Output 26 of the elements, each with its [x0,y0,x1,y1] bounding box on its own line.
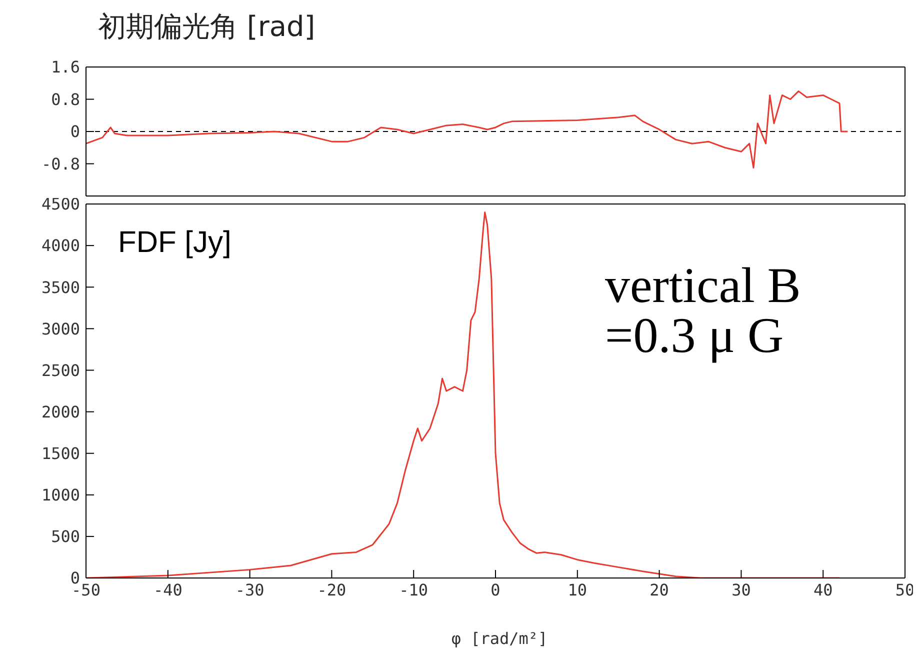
x-tick-label: -10 [399,580,428,600]
y-tick-label: 2000 [41,402,80,422]
y-tick-label: -0.8 [41,154,80,174]
x-tick-label: -20 [317,580,346,600]
x-tick-label: 40 [813,580,833,600]
y-tick-label: 3500 [41,278,80,297]
y-tick-label: 4500 [41,194,80,214]
chart-title: 初期偏光角 [rad] [98,9,316,45]
y-tick-label: 1000 [41,486,80,505]
x-tick-label: 0 [490,580,500,600]
x-tick-label: 30 [732,580,751,600]
y-tick-label: 4000 [41,236,80,256]
y-tick-label: 500 [51,527,80,546]
x-tick-label: 10 [568,580,588,600]
y-tick-label: 1.6 [51,58,80,77]
y-tick-label: 1500 [41,444,80,464]
x-tick-label: -30 [235,580,264,600]
x-tick-label: -40 [153,580,182,600]
annotation: FDF [Jy] [118,226,232,259]
x-axis-title: φ [rad/m²] [450,628,549,650]
y-tick-label: 0.8 [51,90,80,109]
x-tick-label: 20 [650,580,669,600]
y-tick-label: 2500 [41,360,80,380]
line-series [86,90,848,169]
y-tick-label: 0 [70,122,80,142]
y-tick-label: 3000 [41,319,80,338]
